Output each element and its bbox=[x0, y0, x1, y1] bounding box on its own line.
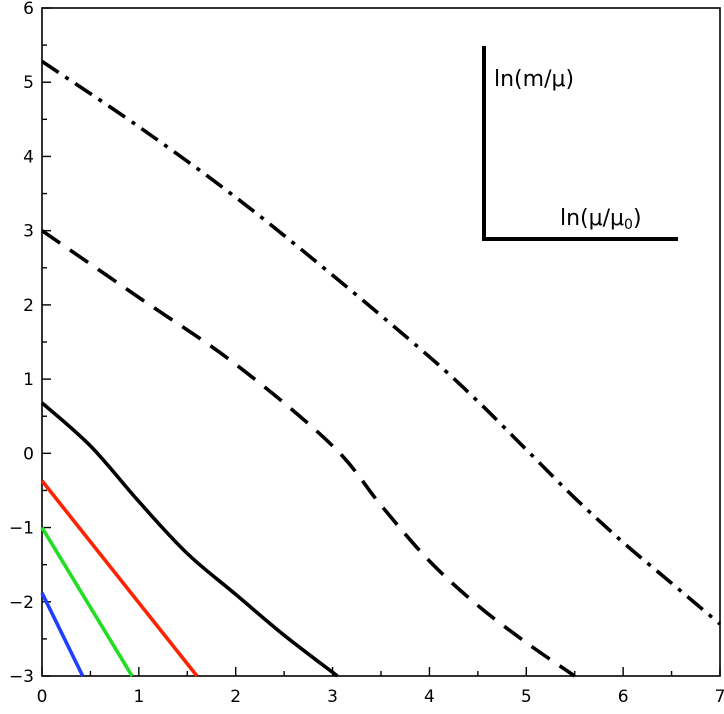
x-tick-label: 1 bbox=[133, 687, 144, 707]
series-line-6 bbox=[40, 59, 722, 626]
axes: 0 1 2 3 4 5 6 7 −3 −2 −1 0 1 2 3 4 5 6 bbox=[9, 0, 724, 707]
series-line-2 bbox=[40, 526, 134, 677]
y-tick-label: −3 bbox=[9, 667, 34, 687]
inset-axes-legend: ln(m/μ) ln(μ/μ0) bbox=[482, 46, 678, 241]
y-tick-label: 5 bbox=[23, 73, 34, 93]
x-tick-label: 4 bbox=[424, 687, 435, 707]
inset-horizontal-label: ln(μ/μ0) bbox=[560, 206, 642, 233]
series-layer bbox=[40, 59, 722, 678]
x-tick-label: 6 bbox=[618, 687, 629, 707]
x-tick-label: 5 bbox=[521, 687, 532, 707]
y-tick-label: 3 bbox=[23, 222, 34, 242]
y-tick-label: −2 bbox=[9, 593, 34, 613]
y-tick-label: −1 bbox=[9, 519, 34, 539]
y-tick-label: 0 bbox=[23, 444, 34, 464]
series-line-5 bbox=[40, 229, 576, 678]
x-tick-label: 3 bbox=[327, 687, 338, 707]
series-line-1 bbox=[40, 592, 85, 677]
y-tick-label: 1 bbox=[23, 370, 34, 390]
y-tick-label: 4 bbox=[23, 147, 34, 167]
y-tick-label: 2 bbox=[23, 296, 34, 316]
x-tick-label: 7 bbox=[715, 687, 724, 707]
y-tick-label: 6 bbox=[23, 0, 34, 19]
series-line-4 bbox=[40, 401, 339, 678]
series-line-3 bbox=[40, 479, 199, 678]
plot-frame bbox=[41, 7, 721, 677]
x-tick-label: 2 bbox=[230, 687, 241, 707]
x-tick-label: 0 bbox=[37, 687, 48, 707]
inset-vertical-label: ln(m/μ) bbox=[494, 67, 574, 92]
